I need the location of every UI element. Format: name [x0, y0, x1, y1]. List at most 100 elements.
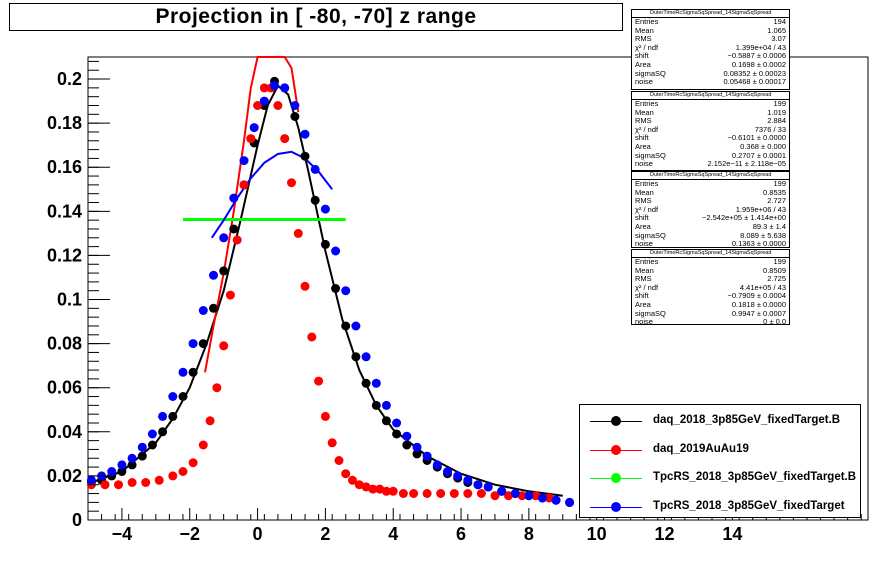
data-point: [158, 411, 168, 421]
data-point: [392, 418, 402, 428]
fit-curve: [210, 150, 333, 239]
data-point: [314, 376, 324, 386]
stat-key: RMS: [635, 196, 652, 206]
data-point: [141, 478, 151, 487]
data-point: [290, 112, 300, 121]
stat-row: sigmaSQ 0.9947 ± 0.0007: [632, 308, 789, 319]
stat-key: sigmaSQ: [635, 68, 666, 78]
y-tick-label: 0.12: [47, 245, 82, 265]
data-point: [205, 416, 215, 426]
chart-title: Projection in [ -80, -70] z range: [9, 3, 623, 31]
data-point: [212, 383, 222, 393]
stat-row: χ² / ndf 7376 / 33: [632, 124, 789, 135]
data-point: [287, 178, 296, 188]
legend-entry-1: daq_2019AuAu19: [580, 440, 860, 460]
stat-value: 0 ± 0.0: [763, 317, 786, 327]
data-point: [341, 321, 351, 331]
stat-value: 1.065: [767, 25, 786, 35]
points-layer: [86, 76, 575, 507]
stat-key: noise: [635, 317, 653, 327]
data-point: [127, 460, 137, 470]
stat-box-1: OuterTimeRcSigmaSqSpread_14SigmaSqSpread…: [631, 91, 790, 171]
stat-value: 199: [773, 99, 786, 108]
data-point: [188, 367, 198, 377]
stat-value: −2.542e+05 ± 1.414e+00: [702, 213, 786, 223]
fit-curve: [204, 56, 300, 373]
data-point: [168, 411, 178, 421]
legend-entry-2: TpcRS_2018_3p85GeV_fixedTarget.B: [580, 468, 860, 488]
stat-box-3: OuterTimeRcSigmaSqSpread_14SigmaSqSpread…: [631, 249, 790, 327]
legend-marker-0: [611, 416, 621, 426]
data-point: [270, 81, 279, 91]
stat-value: −0.7909 ± 0.0004: [727, 291, 786, 301]
data-point: [361, 378, 371, 388]
y-tick-label: 0.1: [57, 290, 82, 310]
data-point: [188, 339, 198, 349]
data-point: [239, 180, 249, 190]
data-point: [300, 129, 310, 139]
legend-marker-1: [611, 445, 621, 455]
x-tick-label: 2: [320, 524, 330, 544]
stat-row: Entries 199: [632, 179, 789, 189]
data-point: [158, 427, 168, 437]
data-point: [504, 491, 513, 501]
stat-box-title: OuterTimeRcSigmaSqSpread_14SigmaSqSpread: [632, 10, 789, 18]
data-point: [259, 83, 269, 93]
stat-row: shift −0.5887 ± 0.0006: [632, 52, 789, 61]
data-point: [114, 480, 123, 490]
data-point: [371, 378, 381, 388]
stat-value: 4.41e+05 / 43: [739, 282, 786, 292]
data-point: [127, 478, 137, 487]
x-tick-label: 14: [722, 524, 742, 544]
data-point: [331, 284, 341, 293]
legend-label-0: daq_2018_3p85GeV_fixedTarget.B: [653, 414, 841, 426]
stat-box-2: OuterTimeRcSigmaSqSpread_14SigmaSqSpread…: [631, 171, 790, 248]
stat-value: 2.727: [767, 196, 786, 206]
data-point: [154, 475, 164, 485]
x-tick-label: 4: [388, 524, 398, 544]
x-tick-label: 12: [655, 524, 675, 544]
data-point: [219, 266, 229, 276]
data-point: [293, 228, 303, 238]
data-point: [137, 451, 147, 461]
data-point: [402, 431, 412, 441]
stat-key: sigmaSQ: [635, 308, 666, 318]
stat-key: χ² / ndf: [635, 282, 659, 292]
stat-key: χ² / ndf: [635, 124, 659, 134]
data-point: [453, 471, 463, 481]
fit-curve: [91, 84, 563, 497]
stat-row: sigmaSQ 0.08352 ± 0.00023: [632, 68, 789, 79]
stat-key: Mean: [635, 107, 654, 117]
stat-row: Entries 199: [632, 99, 789, 109]
y-tick-label: 0.16: [47, 157, 82, 177]
data-point: [320, 411, 330, 421]
data-point: [510, 489, 520, 498]
x-tick-label: 0: [253, 524, 263, 544]
data-point: [320, 239, 330, 249]
data-point: [219, 341, 229, 351]
stat-row: shift −0.7909 ± 0.0004: [632, 292, 789, 301]
data-point: [198, 306, 208, 315]
stat-key: Mean: [635, 25, 654, 35]
data-point: [354, 480, 364, 490]
data-point: [178, 392, 188, 401]
stat-key: noise: [635, 77, 653, 87]
plot-frame: [87, 56, 869, 521]
data-point: [497, 486, 507, 496]
stat-key: RMS: [635, 34, 652, 44]
data-point: [209, 270, 218, 280]
legend-label-1: daq_2019AuAu19: [653, 443, 749, 455]
data-point: [249, 123, 259, 133]
y-tick-label: 0.08: [47, 334, 82, 354]
data-point: [310, 195, 320, 205]
stat-key: sigmaSQ: [635, 150, 666, 160]
data-point: [341, 286, 351, 296]
stat-row: Area 89.3 ± 1.4: [632, 222, 789, 232]
data-point: [178, 367, 188, 377]
data-point: [473, 480, 483, 490]
stat-row: noise 0 ± 0.0: [632, 318, 789, 327]
data-point: [409, 489, 419, 498]
legend-entry-3: TpcRS_2018_3p85GeV_fixedTarget: [580, 497, 860, 517]
stat-row: shift −2.542e+05 ± 1.414e+00: [632, 214, 789, 223]
